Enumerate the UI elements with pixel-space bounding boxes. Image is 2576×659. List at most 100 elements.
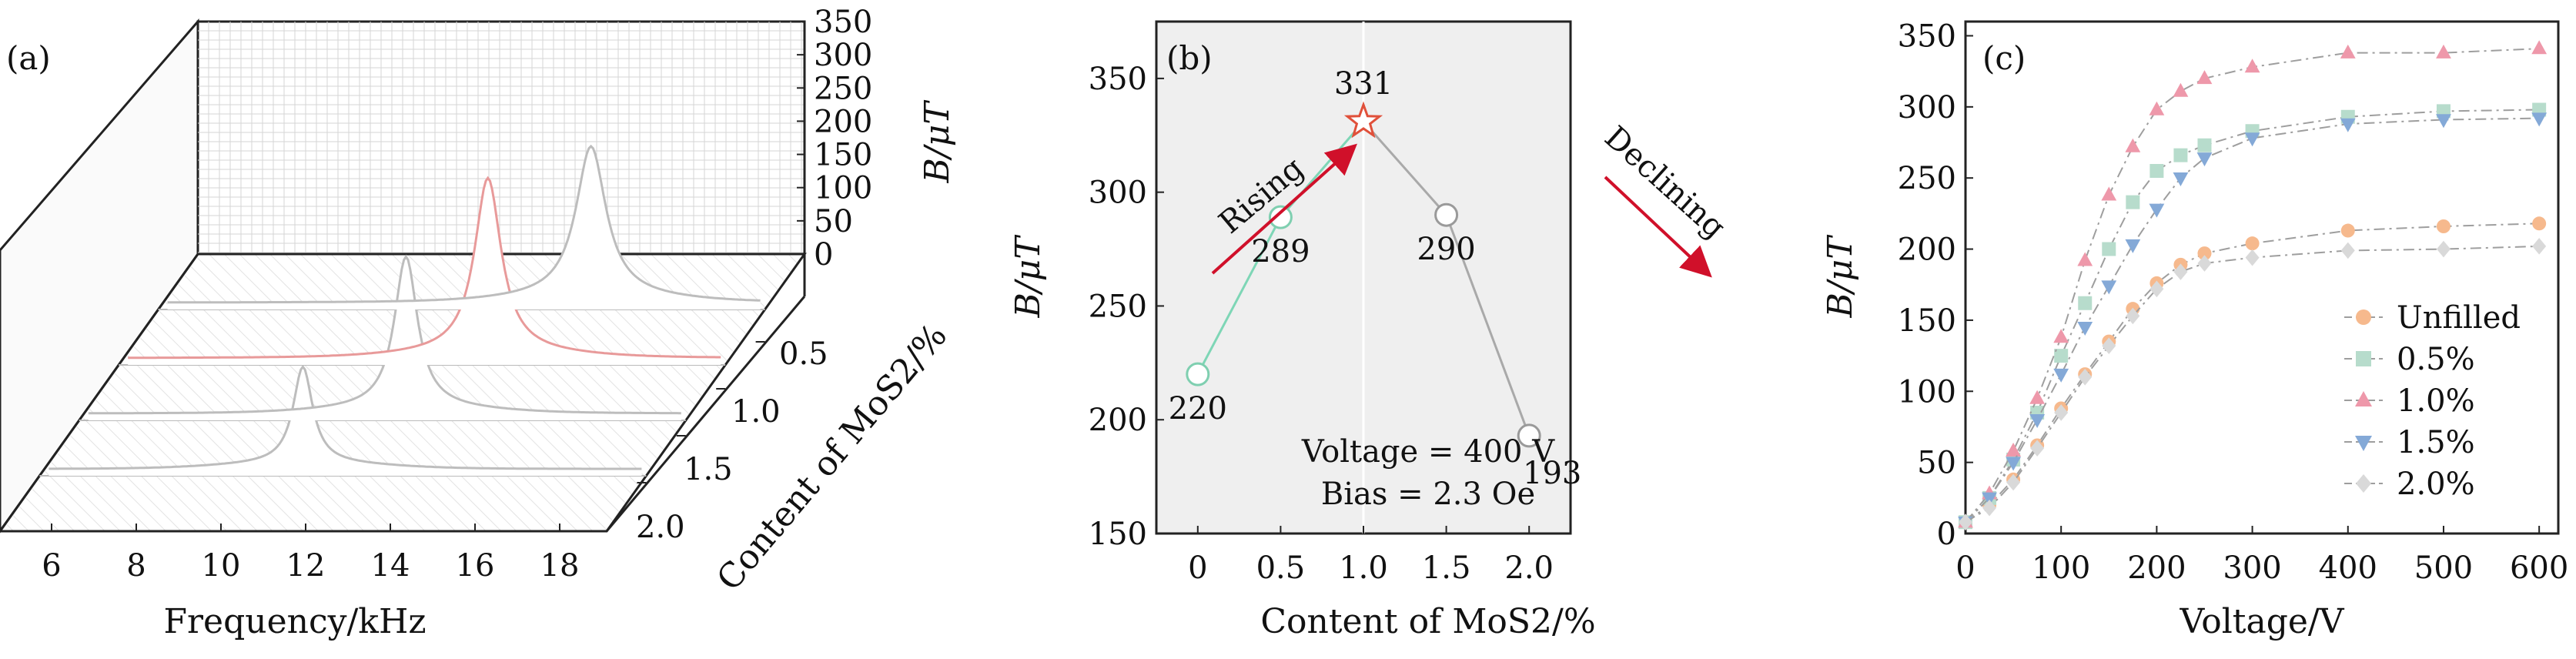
series-marker [2149, 280, 2164, 298]
y-tick-label: 300 [814, 38, 872, 73]
x-tick-label: 0 [1955, 550, 1975, 586]
panel-a-back-grid [198, 22, 805, 254]
series-marker [2102, 337, 2116, 354]
declining-label: Declining [1597, 119, 1732, 246]
y-tick-label: 250 [814, 71, 872, 106]
panel-c-label: (c) [1982, 39, 2026, 77]
series-segment [1445, 214, 1531, 437]
point-value-label: 193 [1523, 456, 1581, 491]
z-tick-label: 1.5 [684, 452, 733, 487]
series-marker [2245, 249, 2260, 266]
y-tick-label: 50 [1917, 446, 1956, 481]
series-line-1.0% [1965, 48, 2540, 523]
series-marker [2077, 321, 2093, 336]
x-tick-label: 6 [42, 548, 61, 584]
series-marker [2101, 186, 2117, 201]
series-marker [2340, 242, 2355, 259]
series-marker [2053, 329, 2069, 343]
panel-c-chart: 0 100 200 300 400 500 600 0 50 100 150 200 250 300 350… [1821, 18, 2568, 641]
panel-b-label: (b) [1166, 39, 1213, 77]
series-marker [2340, 223, 2355, 238]
series-marker [2531, 112, 2548, 127]
series-marker [2197, 246, 2212, 261]
y-tick-label: 0 [1937, 517, 1956, 552]
panel-a-back-wall [196, 20, 806, 256]
series-segment [1196, 216, 1282, 375]
series-marker [2029, 390, 2046, 404]
x-tick-label: 8 [126, 548, 146, 584]
legend-marker [2355, 436, 2372, 451]
x-tick-label: 400 [2319, 550, 2377, 586]
panel-a-depth-axis [605, 296, 806, 532]
x-tick-label: 0.5 [1256, 550, 1306, 586]
series-marker [2173, 172, 2189, 186]
series-marker [2436, 240, 2451, 258]
panel-b-ticks: 0 0.5 1.0 1.5 2.0 150 200 250 300 350 [1089, 62, 1554, 586]
panel-b-point-labels: 220 289 331 290 193 [1169, 66, 1582, 491]
series-marker [2197, 255, 2212, 272]
series-marker [2029, 414, 2046, 429]
panel-a-y-axis-label: B/μT [918, 99, 957, 184]
y-tick-label: 100 [1898, 374, 1956, 410]
series-marker [2245, 236, 2260, 251]
series-marker [2125, 239, 2141, 253]
panel-a-z-ticks: 0.5 1.0 1.5 2.0 [636, 336, 828, 545]
series-marker [2173, 82, 2189, 97]
y-tick-label: 200 [1898, 232, 1956, 268]
series-marker [2006, 473, 2021, 491]
panel-a-spectra [49, 144, 761, 476]
point-value-label: 289 [1251, 234, 1310, 269]
y-tick-label: 200 [814, 104, 872, 139]
panel-c-y-axis-label: B/μT [1821, 234, 1860, 319]
voltage-annotation: Voltage = 400 V [1301, 434, 1555, 470]
y-tick-label: 0 [814, 237, 833, 273]
series-marker [2149, 163, 2164, 178]
series-marker [2102, 242, 2116, 256]
x-tick-label: 2.0 [1504, 550, 1554, 586]
panel-b-x-axis-label: Content of MoS2/% [1260, 602, 1595, 641]
series-marker [2053, 368, 2069, 383]
data-point-marker [1517, 423, 1541, 448]
series-marker [2244, 132, 2260, 147]
declining-arrow [1604, 176, 1712, 278]
panel-c-ticks: 0 100 200 300 400 500 600 0 50 100 150 200 250 300 350 [1898, 18, 2569, 586]
x-tick-label: 0 [1188, 550, 1207, 586]
series-marker [2197, 138, 2212, 152]
series-marker [2126, 307, 2140, 325]
point-value-label: 331 [1334, 66, 1393, 102]
data-point-marker [1186, 362, 1210, 386]
y-tick-label: 250 [1089, 289, 1147, 324]
series-marker [2030, 440, 2045, 457]
x-tick-label: 200 [2127, 550, 2186, 586]
point-value-label: 220 [1169, 391, 1227, 427]
series-marker [2173, 263, 2188, 280]
legend-label: 1.0% [2397, 383, 2475, 419]
panel-a-x-axis-label: Frequency/kHz [163, 602, 426, 641]
series-marker [2436, 114, 2451, 129]
series-marker [2054, 349, 2069, 363]
series-marker [2531, 40, 2548, 55]
y-tick-label: 300 [1089, 176, 1147, 211]
series-marker [2126, 195, 2140, 209]
series-marker [2244, 59, 2260, 73]
series-marker [2077, 252, 2093, 266]
spectrum-fill [88, 256, 681, 420]
series-marker [2340, 118, 2356, 132]
y-tick-label: 250 [1898, 161, 1956, 196]
bias-annotation: Bias = 2.3 Oe [1321, 477, 1535, 512]
legend-marker [2355, 391, 2372, 406]
x-tick-label: 16 [456, 548, 495, 584]
series-marker [1982, 499, 1997, 517]
x-tick-label: 18 [540, 548, 580, 584]
y-tick-label: 50 [814, 204, 853, 239]
panel-c-legend: Unfilled 0.5% 1.0% 1.5% 2.0% [2344, 300, 2521, 502]
series-line-1.5% [1965, 117, 2540, 523]
z-tick-label: 2.0 [636, 510, 685, 545]
spectrum-curve [167, 144, 761, 304]
series-marker [2340, 44, 2356, 59]
panel-a-z-axis-label: Content of MoS2/% [709, 316, 955, 598]
y-tick-label: 200 [1089, 403, 1147, 438]
series-marker [2196, 152, 2213, 167]
y-tick-label: 350 [1089, 62, 1147, 97]
